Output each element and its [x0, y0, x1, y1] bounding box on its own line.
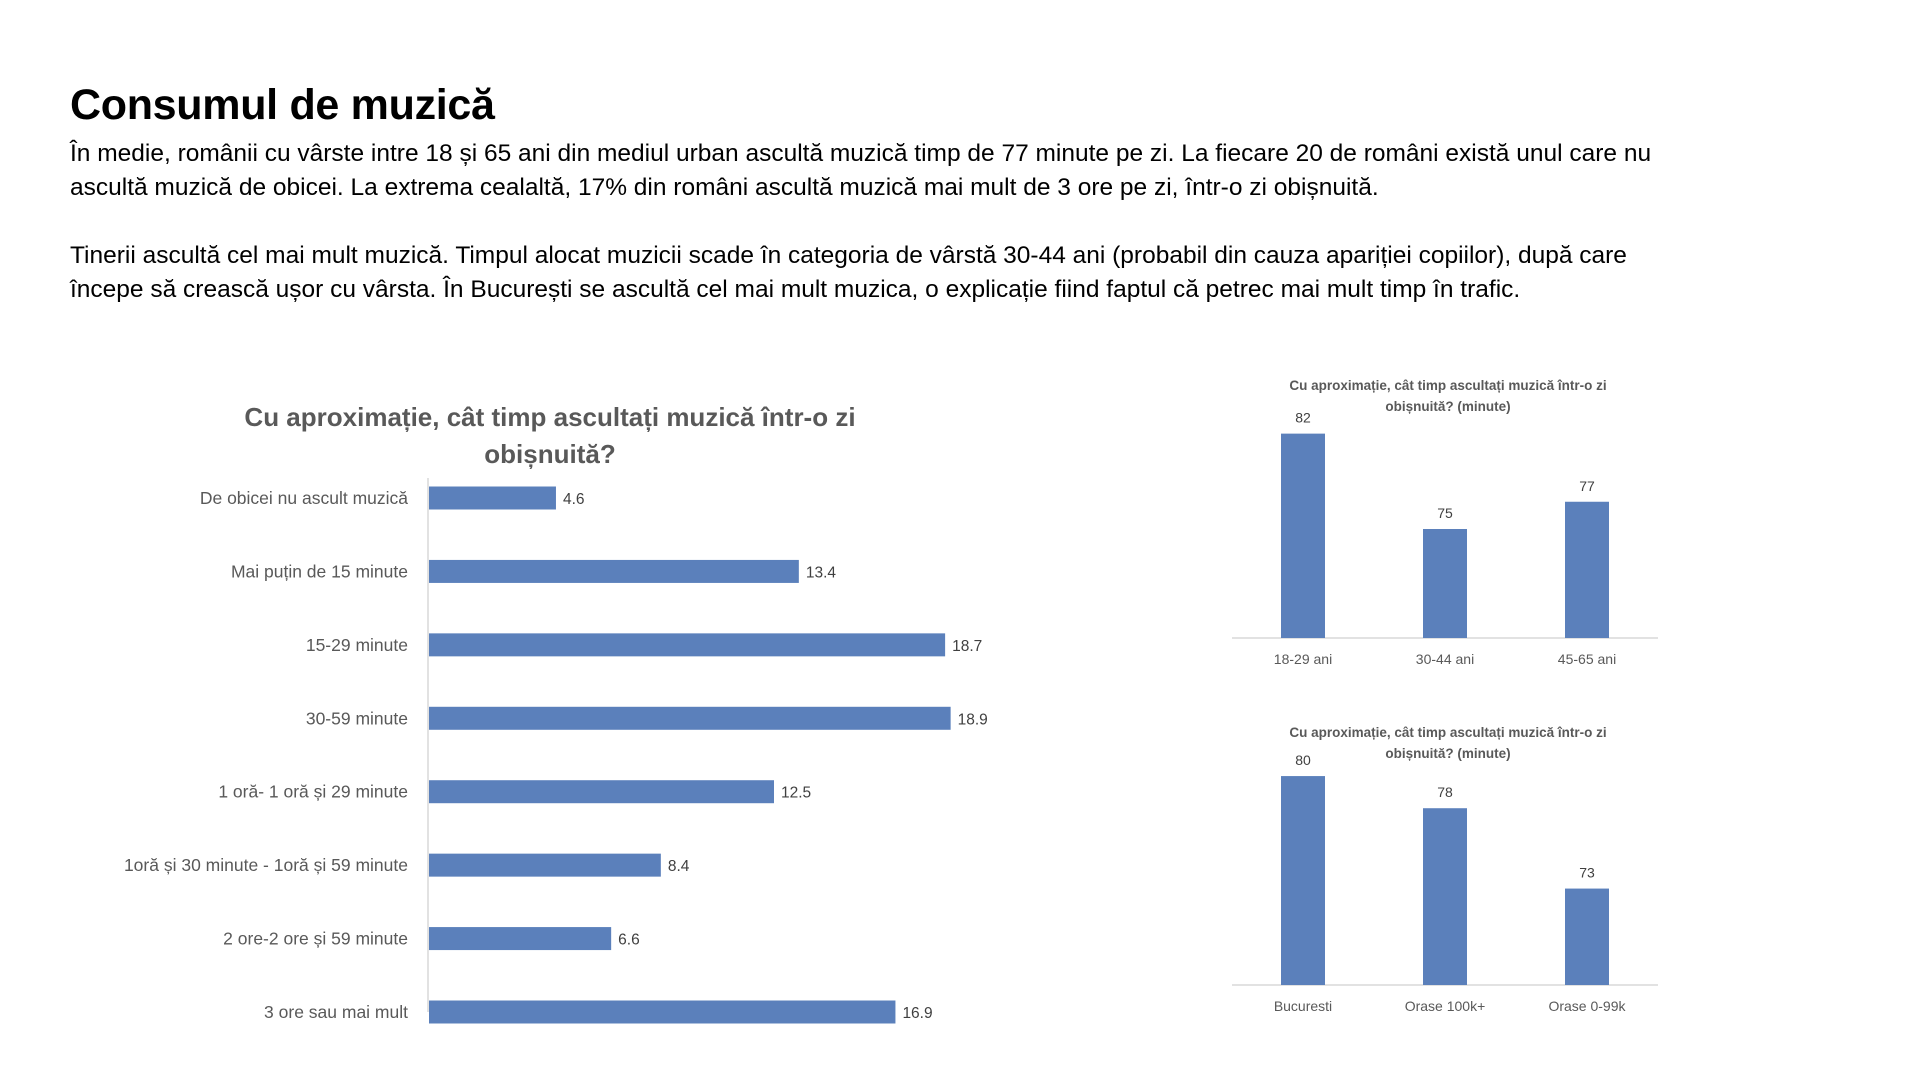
paragraph-line: Tinerii ascultă cel mai mult muzică. Tim…	[70, 242, 1627, 269]
data-label: 18.7	[952, 638, 982, 655]
chart-title: obișnuită?	[484, 439, 615, 469]
data-label: 16.9	[902, 1005, 932, 1022]
category-label: 30-44 ani	[1416, 651, 1474, 667]
category-label: Mai puțin de 15 minute	[231, 561, 408, 581]
category-label: 1oră și 30 minute - 1oră și 59 minute	[124, 855, 408, 875]
data-label: 78	[1437, 784, 1453, 800]
data-label: 13.4	[806, 564, 837, 581]
category-label: 2 ore-2 ore și 59 minute	[223, 929, 408, 949]
bar	[429, 780, 774, 804]
data-label: 73	[1579, 865, 1595, 881]
data-label: 18.9	[958, 711, 988, 728]
category-label: 18-29 ani	[1274, 651, 1332, 667]
category-label: Orase 100k+	[1405, 998, 1486, 1014]
bar	[429, 927, 612, 951]
data-label: 77	[1579, 478, 1595, 494]
bar	[429, 853, 661, 877]
category-label: 45-65 ani	[1558, 651, 1616, 667]
category-label: 1 oră- 1 oră și 29 minute	[218, 782, 408, 802]
bar	[1281, 433, 1325, 638]
paragraph-line: începe să crească ușor cu vârsta. În Buc…	[70, 276, 1521, 303]
data-label: 80	[1295, 752, 1311, 768]
category-label: 3 ore sau mai mult	[264, 1002, 408, 1022]
chart-title: obișnuită? (minute)	[1385, 746, 1510, 761]
intro-paragraph: În medie, românii cu vârste intre 18 și …	[70, 137, 1830, 205]
bar	[429, 486, 556, 510]
findings-paragraph: Tinerii ascultă cel mai mult muzică. Tim…	[70, 239, 1830, 307]
bar	[1423, 808, 1467, 985]
bar	[429, 706, 951, 730]
data-label: 75	[1437, 505, 1453, 521]
category-label: De obicei nu ascult muzică	[200, 488, 408, 508]
category-label: Bucuresti	[1274, 998, 1332, 1014]
bar	[1565, 888, 1609, 985]
bar	[1423, 529, 1467, 638]
bar	[1565, 501, 1609, 638]
bar	[429, 559, 799, 583]
data-label: 8.4	[668, 858, 690, 875]
category-label: 15-29 minute	[306, 635, 408, 655]
data-label: 6.6	[618, 932, 640, 949]
bar	[1281, 776, 1325, 985]
chart-title: Cu aproximație, cât timp ascultați muzic…	[1289, 725, 1606, 740]
bar	[429, 1000, 896, 1024]
category-label: Orase 0-99k	[1548, 998, 1626, 1014]
data-label: 82	[1295, 410, 1311, 426]
paragraph-line: ascultă muzică de obicei. La extrema cea…	[70, 174, 1379, 201]
chart-title: Cu aproximație, cât timp ascultați muzic…	[1289, 378, 1606, 393]
chart-title: obișnuită? (minute)	[1385, 399, 1510, 414]
bar	[429, 633, 946, 657]
data-label: 4.6	[563, 491, 585, 508]
paragraph-line: În medie, românii cu vârste intre 18 și …	[70, 140, 1652, 167]
data-label: 12.5	[781, 785, 811, 802]
category-label: 30-59 minute	[306, 708, 408, 728]
chart-title: Cu aproximație, cât timp ascultați muzic…	[244, 402, 855, 432]
page-title: Consumul de muzică	[70, 80, 495, 129]
